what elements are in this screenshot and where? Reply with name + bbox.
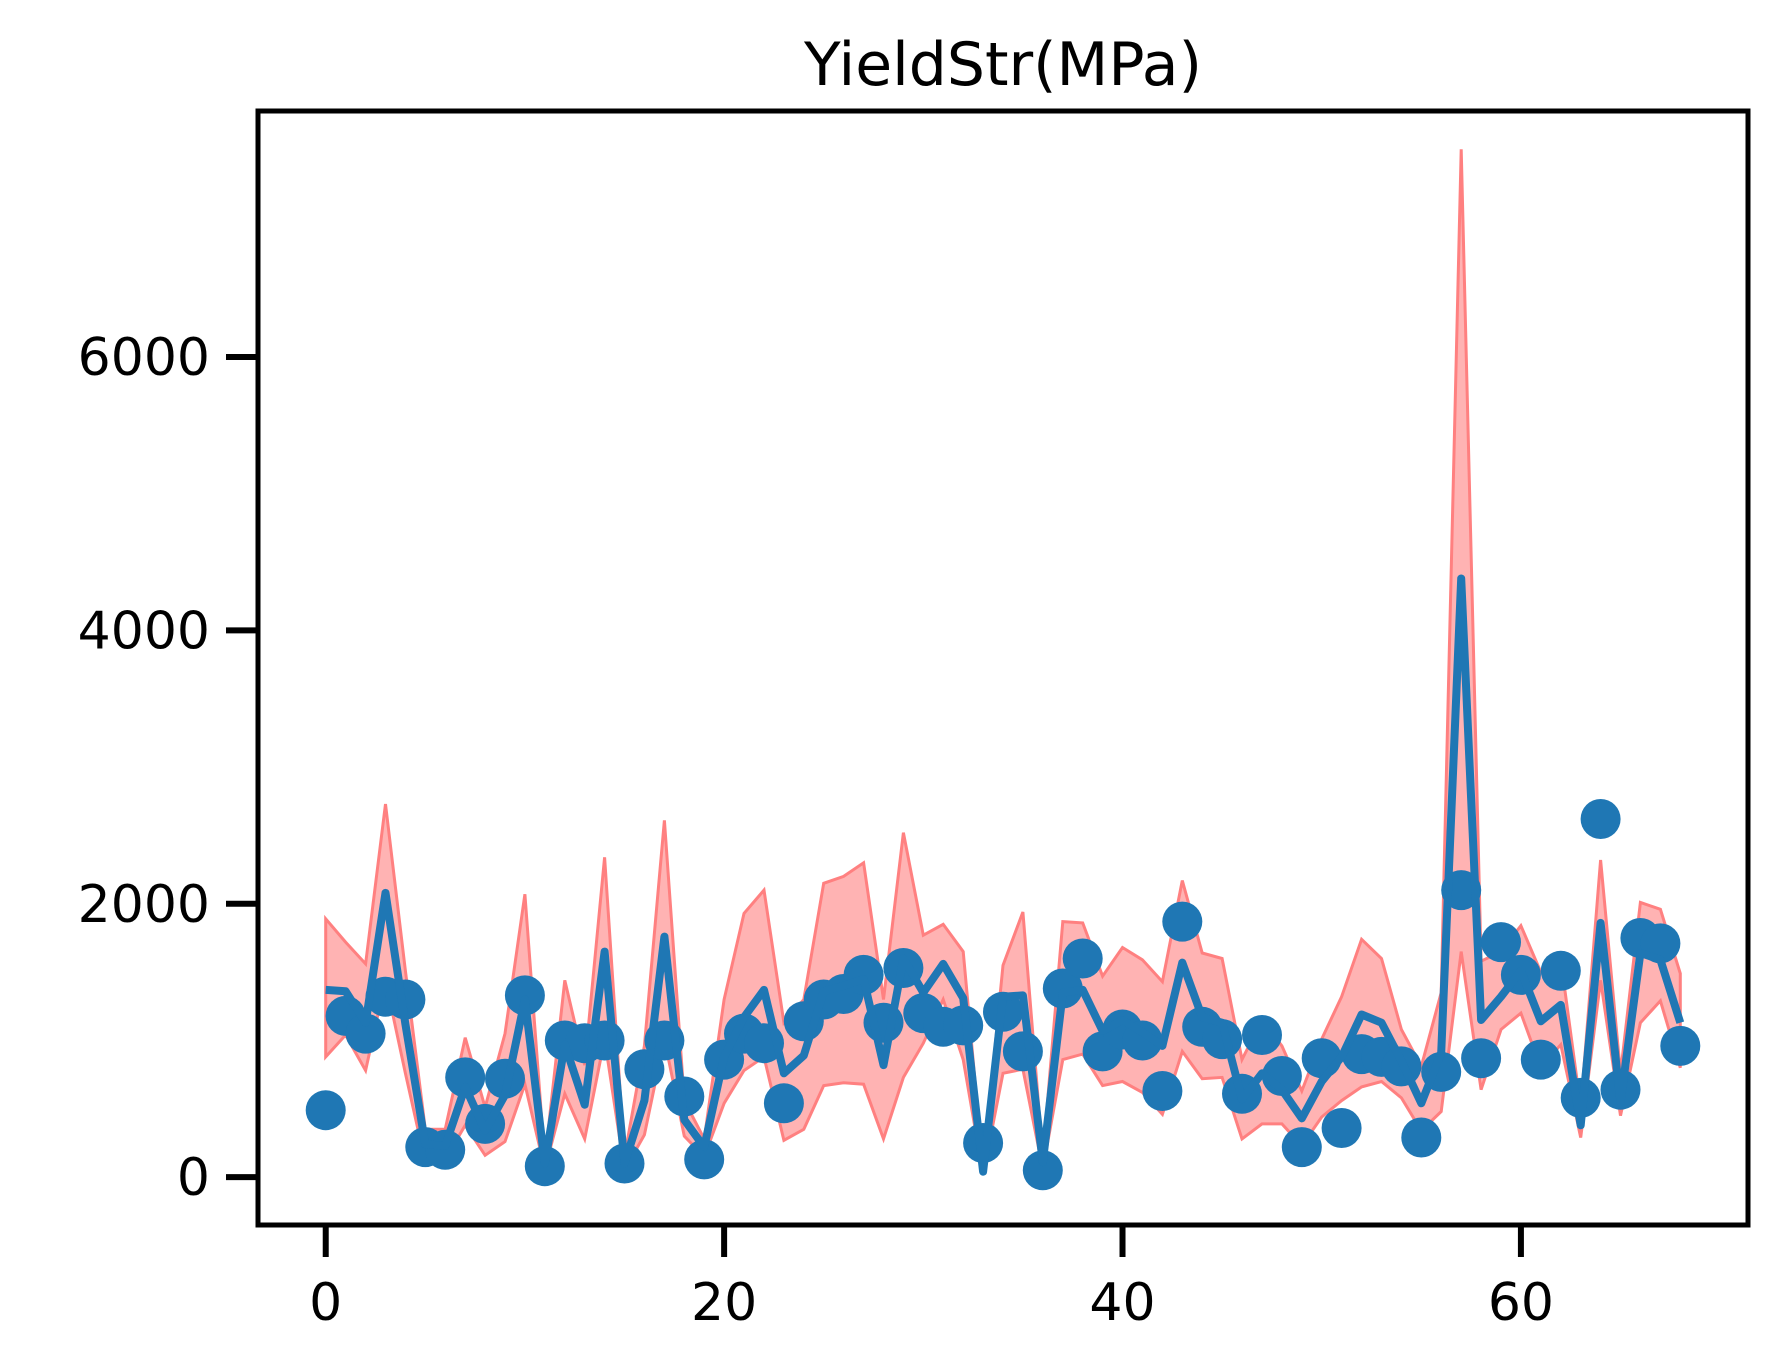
data-point — [425, 1129, 466, 1170]
data-point — [684, 1139, 725, 1180]
data-point — [1142, 1071, 1183, 1111]
data-point — [1062, 938, 1103, 979]
data-point — [1162, 901, 1203, 942]
x-tick-label: 0 — [309, 1273, 342, 1333]
data-point — [1580, 799, 1621, 839]
data-point — [1401, 1117, 1442, 1158]
data-point — [1540, 950, 1581, 991]
y-tick-label: 6000 — [78, 328, 210, 388]
plot-area — [305, 149, 1701, 1191]
data-point — [504, 975, 545, 1016]
data-point — [1242, 1015, 1282, 1055]
y-tick-label: 4000 — [78, 601, 210, 661]
data-point — [1321, 1108, 1362, 1148]
y-tick-label: 0 — [177, 1148, 210, 1208]
data-point — [1042, 968, 1083, 1009]
data-point — [1520, 1039, 1561, 1080]
data-point — [1022, 1150, 1063, 1191]
y-tick-label: 2000 — [78, 875, 210, 935]
data-point — [1660, 1025, 1701, 1066]
data-point — [1002, 1031, 1043, 1072]
data-point — [305, 1090, 346, 1131]
data-point — [763, 1083, 804, 1124]
axes: 0 20 40 60 0 2000 4000 6000 — [78, 108, 1751, 1333]
x-tick-label: 20 — [691, 1273, 757, 1333]
data-point — [1461, 1038, 1502, 1079]
x-tick-label: 40 — [1089, 1273, 1155, 1333]
chart-title: YieldStr(MPa) — [803, 30, 1202, 100]
data-point — [445, 1057, 486, 1098]
prediction-line — [325, 574, 1685, 1176]
data-point — [1281, 1127, 1322, 1168]
data-point — [1481, 922, 1521, 963]
data-point — [345, 1013, 386, 1054]
x-tick-label: 60 — [1488, 1273, 1554, 1333]
plot-frame — [255, 108, 1751, 1228]
